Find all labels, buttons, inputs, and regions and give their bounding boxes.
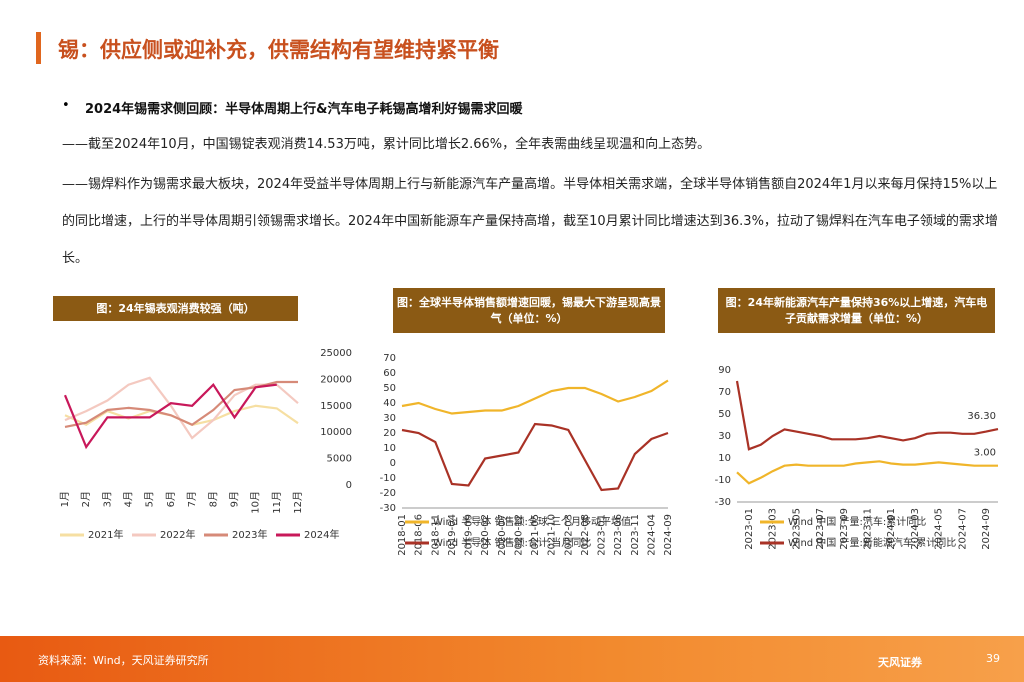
- y-tick-label: 10: [383, 443, 396, 454]
- legend-label: 2021年: [88, 528, 123, 541]
- legend-label: Wind 半导体 销售额:全球 三个月移动平均值: [433, 515, 631, 528]
- x-tick-label: 2021-05: [530, 514, 541, 556]
- series-line: [401, 379, 669, 415]
- charts: 0 5000 10000 15000 20000 25000 1月 2月 3月 4月 5月 6月 7月 8…: [59, 348, 999, 556]
- x-tick-label: 2月: [80, 491, 92, 507]
- y-tick-label: 20: [383, 428, 396, 439]
- data-label: 3.00: [974, 448, 996, 459]
- legend-label: 2022年: [160, 528, 195, 541]
- y-tick-label: 10: [718, 453, 731, 464]
- x-tick-label: 2024-05: [934, 508, 945, 550]
- y-tick-label: -10: [715, 475, 731, 486]
- y-tick-label: -30: [380, 503, 396, 514]
- y-tick-label: 0: [390, 458, 396, 469]
- chart-title: 图：24年锡表观消费较强（吨）: [53, 296, 298, 321]
- paragraph: ——截至2024年10月，中国锡锭表观消费14.53万吨，累计同比增长2.66%…: [62, 137, 711, 152]
- series-line: [735, 380, 999, 451]
- series-line: [64, 376, 299, 440]
- source-note: 资料来源：Wind，天风证券研究所: [38, 654, 209, 667]
- y-tick-label: 0: [346, 480, 352, 491]
- chart-title: 图：24年新能源汽车产量保持36%以上增速，汽车电子贡献需求增量（单位：%）: [718, 288, 995, 333]
- x-tick-label: 2024-03: [910, 508, 921, 550]
- x-tick-label: 12月: [292, 491, 304, 514]
- series-line: [401, 422, 669, 492]
- y-tick-label: 50: [718, 409, 731, 420]
- x-tick-label: 2018-06: [414, 514, 425, 556]
- y-tick-label: 10000: [320, 427, 352, 438]
- y-tick-label: -30: [715, 497, 731, 508]
- y-tick-label: 25000: [320, 348, 352, 359]
- y-tick-label: 70: [718, 387, 731, 398]
- x-tick-label: 10月: [250, 491, 262, 514]
- legend-label: Wind 半导体 销售额:合计:当月同比: [433, 536, 591, 549]
- series-line: [63, 382, 277, 450]
- x-tick-label: 2022-08: [580, 514, 591, 556]
- x-tick-label: 2023-01: [597, 514, 608, 556]
- x-tick-label: 2024-07: [957, 508, 968, 550]
- y-tick-label: 15000: [320, 401, 352, 412]
- series-line: [736, 460, 998, 485]
- slide-title: 锡：供应侧或迎补充，供需结构有望维持紧平衡: [58, 38, 499, 62]
- x-tick-label: 4月: [123, 491, 135, 507]
- x-tick-label: 2023-09: [839, 508, 850, 550]
- x-tick-label: 2023-11: [630, 514, 641, 556]
- x-tick-label: 2023-07: [815, 508, 826, 550]
- title-bar: [36, 32, 41, 64]
- x-tick-label: 2023-01: [744, 508, 755, 550]
- bullet-dot: •: [62, 98, 70, 113]
- y-tick-label: 5000: [327, 454, 352, 465]
- x-tick-label: 2020-12: [513, 514, 524, 556]
- legend-label: Wind 中国 产量:新能源汽车:累计同比: [788, 536, 956, 549]
- y-tick-label: 50: [383, 383, 396, 394]
- x-tick-label: 2018-11: [430, 514, 441, 556]
- x-tick-label: 3月: [101, 491, 113, 507]
- x-tick-label: 2023-11: [863, 508, 874, 550]
- y-tick-label: 90: [718, 365, 731, 376]
- x-tick-label: 6月: [165, 491, 177, 507]
- x-tick-label: 8月: [207, 491, 219, 507]
- x-tick-label: 2024-09: [981, 508, 992, 550]
- x-tick-label: 2019-04: [447, 514, 458, 556]
- x-tick-label: 2024-04: [646, 514, 657, 556]
- legend-label: Wind 中国 产量:汽车:累计同比: [788, 515, 926, 528]
- x-tick-label: 5月: [144, 491, 156, 507]
- y-tick-label: 20000: [320, 374, 352, 385]
- y-tick-label: 40: [383, 398, 396, 409]
- y-tick-label: 60: [383, 368, 396, 379]
- y-tick-label: 30: [383, 413, 396, 424]
- paragraph: ——锡焊料作为锡需求最大板块，2024年受益半导体周期上行与新能源汽车产量高增。…: [62, 177, 998, 266]
- x-tick-label: 2023-06: [613, 514, 624, 556]
- logo-text: 天风证券: [878, 656, 922, 669]
- x-tick-label: 2021-10: [547, 514, 558, 556]
- x-tick-label: 9月: [228, 491, 240, 507]
- page-number: 39: [986, 652, 1000, 665]
- x-tick-label: 7月: [186, 491, 198, 507]
- x-tick-label: 2023-03: [768, 508, 779, 550]
- chart-title: 图：全球半导体销售额增速回暖，锡最大下游呈现高景气（单位：%）: [393, 288, 665, 333]
- footer-band: [0, 636, 1024, 682]
- x-tick-label: 1月: [59, 491, 71, 507]
- y-tick-label: -20: [380, 488, 396, 499]
- data-label: 36.30: [967, 411, 996, 422]
- x-tick-label: 2024-01: [886, 508, 897, 550]
- y-tick-label: 70: [383, 353, 396, 364]
- y-tick-label: 30: [718, 431, 731, 442]
- legend-label: 2024年: [304, 528, 339, 541]
- legend-label: 2023年: [232, 528, 267, 541]
- x-tick-label: 2020-07: [497, 514, 508, 556]
- bullet-heading: 2024年锡需求侧回顾：半导体周期上行&汽车电子耗锡高增利好锡需求回暖: [85, 102, 523, 117]
- y-tick-label: -10: [380, 473, 396, 484]
- x-tick-label: 2019-09: [464, 514, 475, 556]
- x-tick-label: 2018-01: [397, 514, 408, 556]
- x-tick-label: 11月: [271, 491, 283, 514]
- x-tick-label: 2023-05: [791, 508, 802, 550]
- x-tick-label: 2024-09: [663, 514, 674, 556]
- x-tick-label: 2020-02: [480, 514, 491, 556]
- x-tick-label: 2022-03: [563, 514, 574, 556]
